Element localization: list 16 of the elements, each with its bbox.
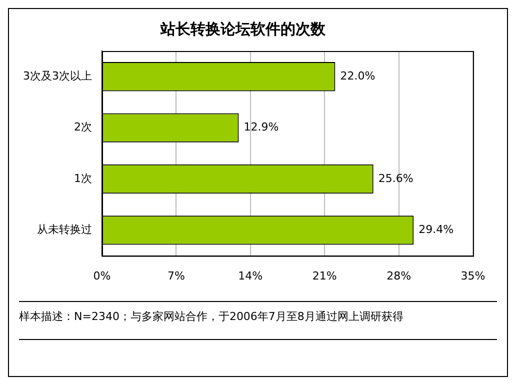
data-label: 29.4% bbox=[418, 223, 454, 236]
x-tick-label: 14% bbox=[238, 269, 263, 282]
x-tick-label: 21% bbox=[312, 269, 337, 282]
x-tick-label: 7% bbox=[167, 269, 185, 282]
x-tick-label: 28% bbox=[386, 269, 412, 282]
text: 样本描述：N=2340；与多家网站合作，于2006年7月至8月通过网上调研获得 bbox=[19, 309, 404, 325]
x-tick-label: 35% bbox=[460, 269, 486, 282]
data-label: 12.9% bbox=[244, 120, 279, 134]
y-tick-label: 2次 bbox=[74, 120, 92, 134]
y-tick-label: 1次 bbox=[74, 172, 92, 185]
y-tick-label: 3次及3次以上 bbox=[22, 69, 92, 82]
data-label: 22.0% bbox=[340, 69, 376, 82]
data-label: 25.6% bbox=[378, 172, 414, 185]
chart-title: 站长转换论坛软件的次数 bbox=[160, 20, 326, 38]
x-tick-label: 0% bbox=[93, 269, 111, 282]
y-tick-label: 从未转换过 bbox=[36, 223, 92, 236]
